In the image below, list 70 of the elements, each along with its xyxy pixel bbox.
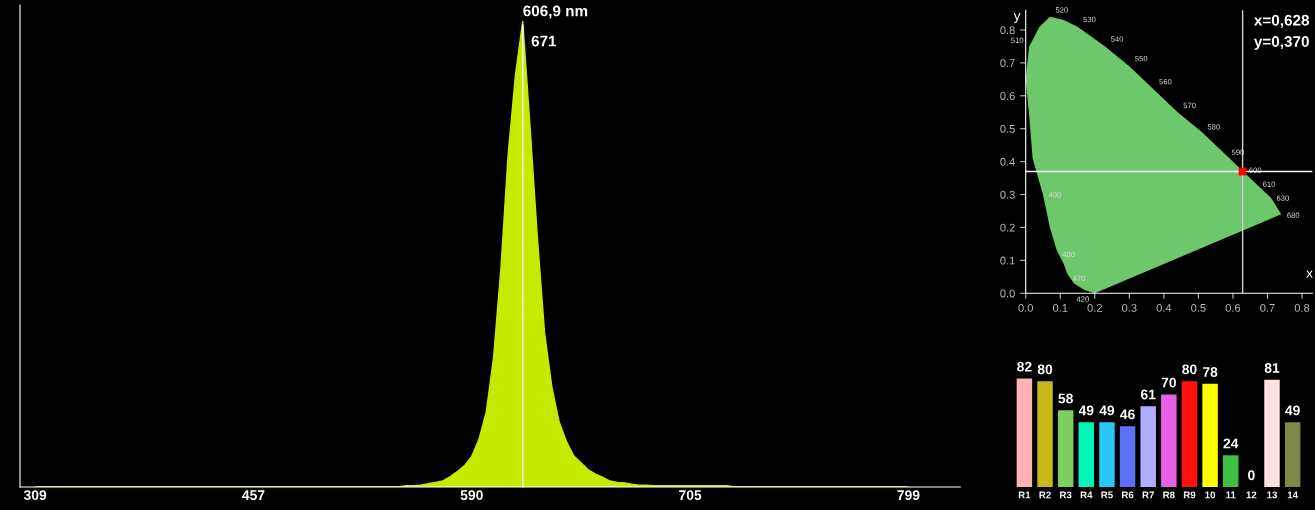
x-tick-label: 0.3 (1122, 303, 1137, 312)
x-tick-label: 0.1 (1052, 303, 1068, 312)
text: 606,9 nm (523, 5, 588, 19)
x-tick-label: R6 (1122, 491, 1134, 499)
x-tick-label: R7 (1142, 491, 1154, 499)
bar (1264, 379, 1280, 488)
data-label: 81 (1264, 363, 1280, 373)
data-label: 80 (1037, 364, 1053, 375)
bar (1037, 381, 1053, 488)
x-tick-label: 457 (242, 490, 265, 501)
x-tick-label: 309 (23, 490, 47, 501)
x-tick-label: 0.4 (1156, 303, 1172, 312)
x-tick-label: R2 (1039, 491, 1051, 499)
x-tick-label: 0.7 (1260, 303, 1275, 312)
bar (1099, 422, 1115, 488)
annotation: y=0,370 (1253, 36, 1309, 50)
y-tick-label: 0.0 (1000, 289, 1015, 298)
bar (1284, 422, 1301, 488)
x-tick-label: 799 (897, 490, 920, 501)
data-label: 58 (1058, 393, 1073, 404)
data-label: 49 (1285, 405, 1300, 416)
x-tick-label: R5 (1101, 491, 1113, 499)
data-label: 61 (1140, 389, 1156, 400)
y-tick-label: 0.6 (1000, 92, 1015, 100)
data-label: 82 (1017, 361, 1032, 372)
y-tick-label: 0.5 (1000, 124, 1015, 133)
annotation: 671 (531, 35, 557, 47)
data-label: 49 (1099, 405, 1115, 416)
y-axis-title: y (1013, 12, 1021, 24)
x-tick-label: 13 (1267, 491, 1278, 499)
data-label: 24 (1223, 438, 1239, 449)
x-tick-label: R3 (1060, 491, 1072, 499)
x-tick-label: 14 (1287, 491, 1298, 499)
x-tick-label: 0.6 (1225, 303, 1241, 312)
bar (1140, 406, 1156, 488)
x-tick-label: 590 (460, 490, 483, 501)
bar (1222, 455, 1239, 488)
data-label: 78 (1202, 367, 1218, 377)
data-label: 46 (1120, 409, 1135, 420)
x-axis-title: x (1306, 270, 1313, 278)
x-tick-label: R4 (1080, 491, 1093, 499)
x-tick-label: 0.5 (1191, 303, 1206, 312)
bar (1119, 426, 1136, 488)
data-label: 0 (1248, 470, 1255, 481)
data-label: 70 (1161, 377, 1176, 388)
x-tick-label: R1 (1018, 491, 1031, 499)
bar (1181, 381, 1198, 488)
x-tick-label: 11 (1226, 491, 1236, 499)
y-tick-label: 0.3 (1000, 190, 1015, 199)
bar (1016, 378, 1033, 488)
bar (1078, 422, 1095, 488)
x-tick-label: 10 (1205, 491, 1216, 499)
x-tick-label: 0.8 (1294, 303, 1310, 312)
y-tick-label: 0.4 (1000, 157, 1015, 166)
x-tick-label: R8 (1163, 491, 1175, 499)
y-tick-label: 0.7 (1000, 59, 1015, 67)
bar (1202, 383, 1218, 488)
y-tick-label: 0.2 (1000, 223, 1015, 232)
data-label: 80 (1182, 364, 1197, 375)
annotation: x=0,628 (1253, 14, 1310, 28)
bar (1161, 394, 1177, 488)
x-tick-label: 0.0 (1018, 303, 1033, 312)
y-tick-label: 0.8 (1000, 26, 1015, 35)
bar (1057, 410, 1074, 488)
y-tick-label: 0.1 (1000, 256, 1015, 265)
x-tick-label: 705 (679, 490, 702, 501)
x-tick-label: 0.2 (1087, 303, 1102, 312)
data-label: 49 (1078, 405, 1094, 416)
x-tick-label: R9 (1183, 491, 1196, 499)
x-tick-label: 12 (1246, 491, 1257, 499)
